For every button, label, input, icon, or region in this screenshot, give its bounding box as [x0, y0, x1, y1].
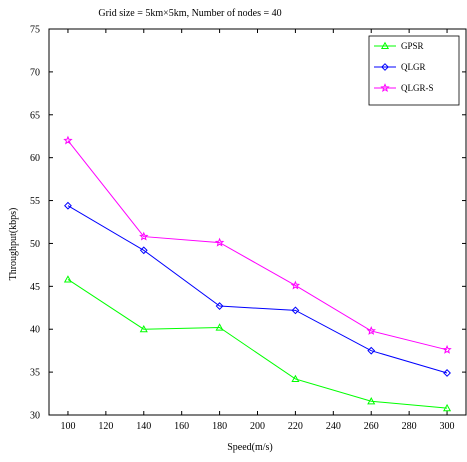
data-point — [139, 324, 148, 333]
series-line — [67, 140, 448, 351]
x-tick-label: 300 — [440, 421, 455, 432]
y-tick-label: 50 — [30, 239, 40, 250]
series-line — [67, 205, 448, 374]
data-point — [64, 201, 72, 210]
y-axis-label: Throughput(kbps) — [8, 208, 19, 281]
data-point — [215, 323, 224, 331]
data-point — [443, 369, 451, 377]
data-point — [214, 237, 225, 247]
legend-label: GPSR — [401, 41, 424, 51]
y-tick-label: 60 — [30, 153, 40, 164]
data-point — [367, 346, 376, 355]
data-point — [215, 302, 224, 310]
data-point — [63, 275, 73, 283]
legend-marker — [381, 63, 389, 71]
x-tick-label: 200 — [250, 421, 265, 432]
y-tick-label: 45 — [30, 282, 40, 293]
legend: GPSR QLGR QLGR-S — [368, 35, 460, 106]
data-point — [291, 374, 300, 383]
data-point — [139, 231, 149, 241]
data-point — [290, 280, 301, 290]
x-tick-label: 140 — [136, 421, 151, 432]
data-point — [442, 403, 452, 412]
y-tick-label: 35 — [30, 368, 40, 379]
x-axis-label: Speed(m/s) — [227, 442, 273, 453]
x-tick-label: 160 — [174, 421, 189, 432]
x-tick-label: 260 — [364, 421, 379, 432]
legend-marker — [380, 41, 390, 50]
y-tick-label: 65 — [30, 110, 40, 121]
legend-box — [368, 35, 460, 106]
y-tick-label: 75 — [30, 25, 40, 36]
data-point — [442, 344, 452, 354]
y-tick-label: 40 — [30, 325, 40, 336]
data-point — [63, 135, 73, 145]
series-line — [67, 279, 448, 409]
chart-title: Grid size = 5km×5km, Number of nodes = 4… — [98, 8, 281, 19]
legend-label: QLGR-S — [401, 83, 434, 93]
x-tick-label: 240 — [326, 421, 341, 432]
series-gpsr — [63, 275, 452, 412]
data-point — [139, 246, 148, 255]
series-qlgr-s — [63, 135, 452, 354]
y-tick-label: 30 — [30, 411, 40, 422]
data-point — [366, 326, 376, 335]
legend-label: QLGR — [401, 62, 426, 72]
y-tick-label: 55 — [30, 196, 40, 207]
x-tick-label: 100 — [60, 421, 75, 432]
data-point — [291, 306, 300, 315]
series-qlgr — [64, 201, 451, 377]
y-tick-label: 70 — [30, 67, 40, 78]
x-tick-label: 220 — [288, 421, 303, 432]
data-point — [367, 397, 376, 405]
legend-marker — [380, 83, 390, 92]
series-layer — [63, 135, 452, 412]
x-tick-label: 180 — [212, 421, 227, 432]
x-tick-label: 280 — [402, 421, 417, 432]
x-tick-label: 120 — [98, 421, 113, 432]
axis-ticks: 100 120 140 160 180 200 220 240 260 280 300 30 35 40 4… — [30, 25, 466, 432]
